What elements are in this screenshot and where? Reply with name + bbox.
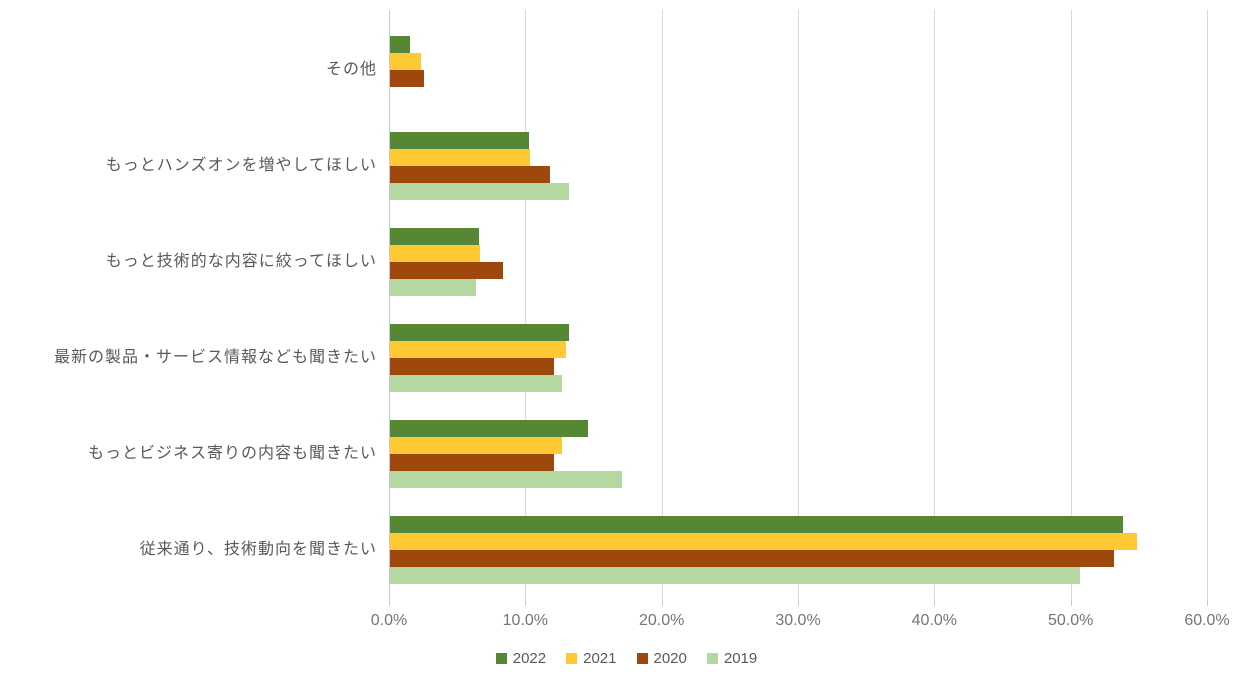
legend-marker-icon: [495, 653, 507, 664]
legend-label: 2021: [583, 650, 617, 667]
legend-label: 2019: [723, 650, 758, 667]
legend-item-2022: 2022: [495, 650, 547, 667]
category-label: もっとハンズオンを増やしてほしい: [105, 157, 377, 174]
axis-tick: [934, 600, 936, 606]
axis-tick: [389, 600, 390, 606]
axis-tick: [525, 600, 527, 606]
legend-marker-icon: [636, 653, 648, 664]
bar-2020: [390, 550, 1114, 567]
category-label: 最新の製品・サービス情報なども聞きたい: [53, 349, 377, 366]
axis-tick: [661, 600, 663, 606]
axis-tick: [798, 600, 799, 606]
x-axis-label: 30.0%: [775, 612, 821, 629]
x-axis-label: 50.0%: [1047, 612, 1094, 629]
legend-marker-icon: [706, 653, 718, 664]
bar-2021: [390, 437, 562, 454]
bar-2020: [390, 262, 504, 279]
bar-2020: [390, 358, 554, 375]
gridline: [1207, 10, 1208, 600]
gridline: [1070, 10, 1072, 600]
gridline: [525, 10, 527, 600]
legend-item-2019: 2019: [706, 650, 758, 667]
gridline: [934, 10, 936, 600]
legend-marker-icon: [566, 653, 578, 664]
bar-2022: [390, 420, 588, 437]
axis-tick: [1070, 600, 1072, 606]
bar-2019: [390, 375, 562, 392]
bar-2020: [390, 454, 554, 471]
x-axis-label: 60.0%: [1184, 612, 1230, 629]
bar-2022: [390, 324, 569, 341]
bar-2020: [390, 70, 425, 87]
legend-item-2020: 2020: [636, 650, 687, 667]
gridline: [798, 10, 799, 600]
category-label: もっとビジネス寄りの内容も聞きたい: [87, 445, 377, 462]
bar-2019: [390, 567, 1080, 584]
bar-2019: [390, 471, 622, 488]
x-axis-label: 20.0%: [638, 612, 685, 629]
axis-tick: [1207, 600, 1208, 606]
category-label: その他: [325, 61, 377, 78]
legend: 2022 2021 2020 2019: [0, 650, 1253, 667]
bar-2022: [390, 132, 530, 149]
bar-2020: [390, 166, 550, 183]
bar-2022: [390, 228, 479, 245]
axis-line-zero: [389, 10, 390, 600]
bar-2022: [390, 516, 1124, 533]
x-axis-label: 0.0%: [370, 612, 408, 629]
bar-2021: [390, 149, 531, 166]
x-axis-label: 40.0%: [911, 612, 958, 629]
bar-2021: [390, 245, 480, 262]
bar-2019: [390, 183, 569, 200]
gridline: [661, 10, 663, 600]
bar-2021: [390, 53, 422, 70]
legend-label: 2022: [512, 650, 547, 667]
bar-2022: [390, 36, 411, 53]
x-axis-label: 10.0%: [502, 612, 549, 629]
legend-label: 2020: [653, 650, 687, 667]
legend-item-2021: 2021: [566, 650, 617, 667]
bar-2021: [390, 341, 566, 358]
bar-2019: [390, 279, 476, 296]
bar-2021: [390, 533, 1138, 550]
category-label: もっと技術的な内容に絞ってほしい: [105, 253, 377, 270]
category-label: 従来通り、技術動向を聞きたい: [139, 541, 377, 558]
